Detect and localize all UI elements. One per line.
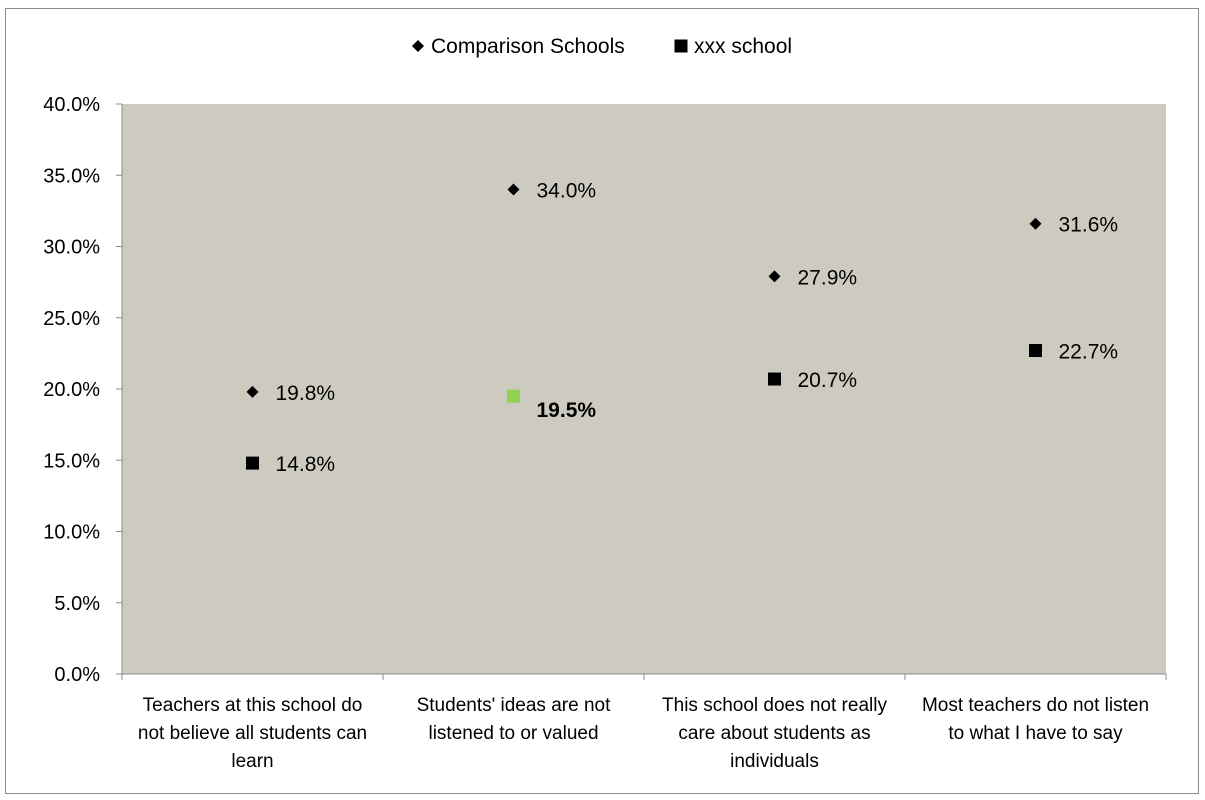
x-category-label: Students' ideas are not listened to or va… bbox=[417, 695, 611, 744]
school-data-label: 20.7% bbox=[798, 369, 858, 392]
comparison-point bbox=[1029, 217, 1042, 230]
legend-marker-school bbox=[674, 39, 688, 53]
y-tick-label: 40.0% bbox=[43, 94, 100, 116]
comparison-data-label: 19.8% bbox=[276, 382, 336, 405]
x-category-label: This school does not really care about st… bbox=[662, 695, 887, 772]
school-data-label: 22.7% bbox=[1059, 341, 1119, 364]
y-tick-label: 20.0% bbox=[43, 379, 100, 401]
school-data-label: 19.5% bbox=[537, 399, 597, 422]
legend-label-school: xxx school bbox=[694, 35, 792, 58]
x-category-label: Teachers at this school do not believe al… bbox=[138, 695, 367, 772]
y-tick-label: 15.0% bbox=[43, 450, 100, 472]
comparison-point bbox=[246, 385, 259, 398]
comparison-point bbox=[507, 183, 520, 196]
school-point bbox=[1029, 344, 1042, 358]
y-tick-label: 10.0% bbox=[43, 522, 100, 544]
y-tick-label: 35.0% bbox=[43, 165, 100, 187]
comparison-data-label: 27.9% bbox=[798, 266, 858, 289]
school-point bbox=[246, 456, 259, 470]
comparison-point bbox=[768, 270, 781, 283]
plot-area bbox=[122, 104, 1166, 674]
school-point bbox=[768, 372, 781, 386]
school-data-label: 14.8% bbox=[276, 453, 336, 476]
legend-marker-comparison bbox=[412, 40, 424, 52]
y-tick-label: 25.0% bbox=[43, 308, 100, 330]
x-category-label: Most teachers do not listen to what I hav… bbox=[922, 695, 1149, 744]
y-tick-label: 30.0% bbox=[43, 237, 100, 259]
school-point bbox=[507, 389, 520, 403]
comparison-data-label: 34.0% bbox=[537, 180, 597, 203]
y-tick-label: 5.0% bbox=[54, 593, 100, 615]
comparison-data-label: 31.6% bbox=[1059, 214, 1119, 237]
y-tick-label: 0.0% bbox=[54, 664, 100, 686]
legend-label-comparison: Comparison Schools bbox=[431, 35, 625, 58]
